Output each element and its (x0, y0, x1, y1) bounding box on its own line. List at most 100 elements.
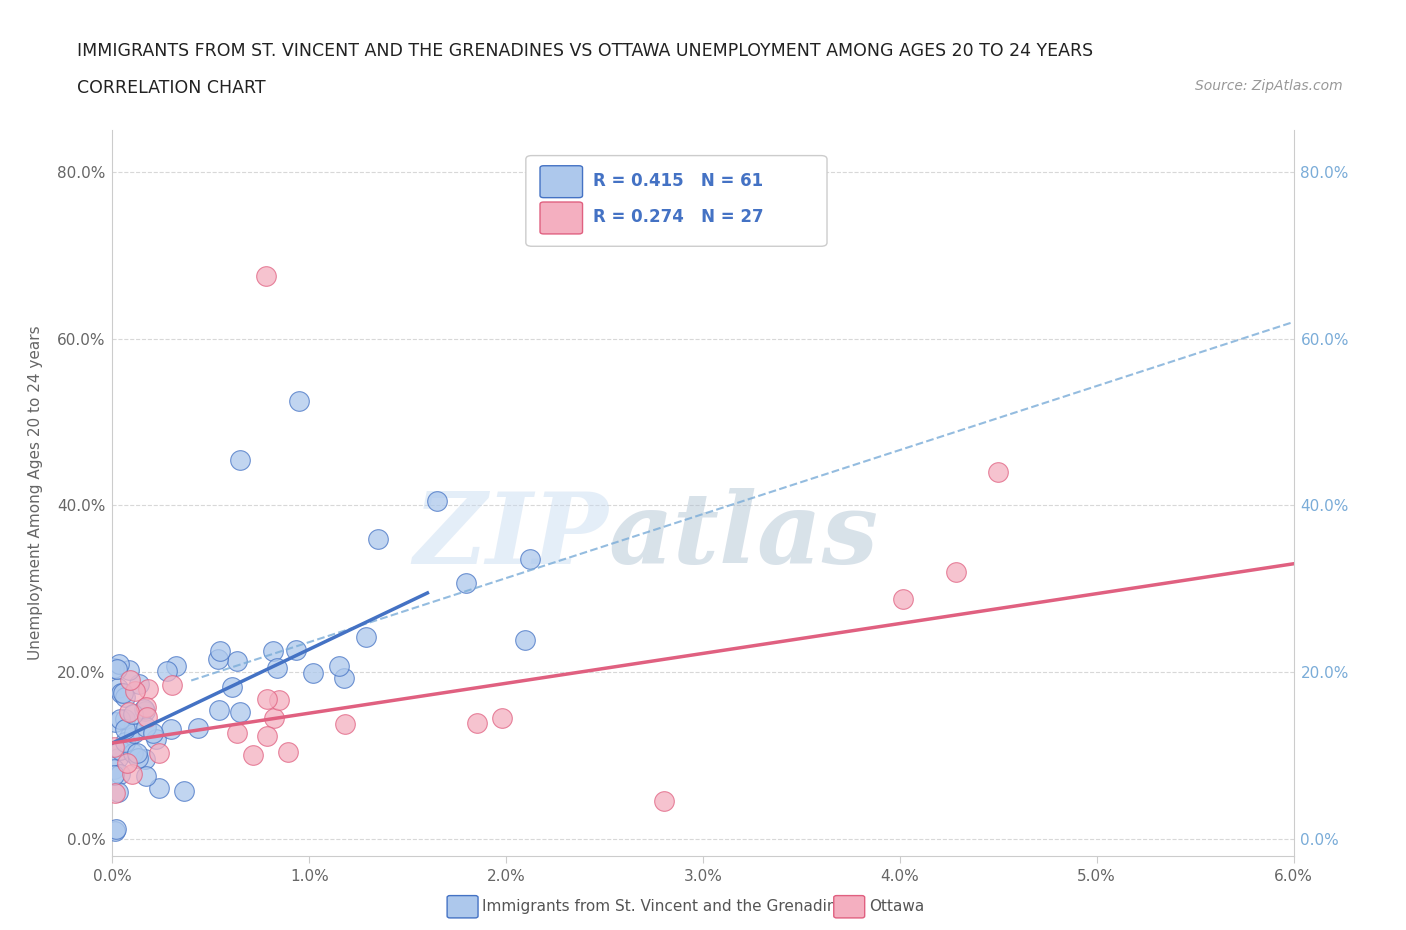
Point (209, 644, 232, 658)
Text: IMMIGRANTS FROM ST. VINCENT AND THE GRENADINES VS OTTAWA UNEMPLOYMENT AMONG AGES: IMMIGRANTS FROM ST. VINCENT AND THE GREN… (77, 42, 1094, 60)
Point (135, 699, 157, 714)
Point (465, 715, 488, 730)
Point (277, 745, 299, 760)
Point (207, 651, 229, 666)
Point (118, 730, 141, 745)
Point (103, 739, 125, 754)
Point (107, 784, 129, 799)
Point (108, 767, 131, 782)
Point (108, 743, 131, 758)
Point (426, 494, 449, 509)
Text: Ottawa: Ottawa (869, 899, 924, 914)
Point (225, 725, 247, 740)
Point (104, 823, 127, 838)
Point (120, 673, 142, 688)
Point (114, 722, 136, 737)
Point (103, 762, 125, 777)
Point (142, 725, 165, 740)
Point (114, 735, 136, 750)
Point (160, 722, 183, 737)
Point (125, 746, 148, 761)
Point (110, 711, 132, 726)
Point (135, 720, 157, 735)
Point (110, 685, 132, 700)
Point (186, 720, 208, 735)
Point (945, 565, 967, 579)
Text: R = 0.274   N = 27: R = 0.274 N = 27 (593, 208, 763, 226)
Y-axis label: Unemployment Among Ages 20 to 24 years: Unemployment Among Ages 20 to 24 years (28, 326, 44, 660)
Point (134, 702, 156, 717)
Point (104, 785, 127, 800)
FancyBboxPatch shape (540, 166, 582, 198)
Text: Immigrants from St. Vincent and the Grenadines: Immigrants from St. Vincent and the Gren… (482, 899, 855, 914)
Point (891, 591, 914, 606)
Point (107, 681, 129, 696)
Point (652, 794, 675, 809)
Point (302, 666, 325, 681)
Point (456, 576, 478, 591)
Point (254, 269, 277, 284)
Point (987, 465, 1010, 480)
Point (229, 452, 252, 467)
Point (262, 644, 284, 658)
Point (118, 704, 141, 719)
Point (134, 703, 156, 718)
Point (225, 654, 247, 669)
Point (221, 680, 243, 695)
Point (229, 704, 252, 719)
Point (108, 657, 131, 671)
Point (114, 689, 136, 704)
Point (148, 746, 170, 761)
Point (160, 677, 183, 692)
Point (145, 732, 167, 747)
Point (135, 710, 157, 724)
Point (256, 692, 278, 707)
Point (135, 769, 157, 784)
Point (267, 693, 290, 708)
Point (165, 658, 187, 673)
Point (117, 663, 139, 678)
Point (156, 663, 179, 678)
Point (208, 702, 231, 717)
Point (335, 717, 357, 732)
Point (328, 658, 350, 673)
Point (103, 660, 125, 675)
Point (112, 685, 135, 700)
Point (105, 821, 128, 836)
FancyBboxPatch shape (540, 202, 582, 234)
Point (122, 707, 145, 722)
Point (122, 726, 145, 741)
Point (115, 756, 138, 771)
Point (128, 676, 150, 691)
Point (127, 751, 149, 765)
Point (103, 767, 125, 782)
Point (173, 784, 195, 799)
Point (256, 728, 278, 743)
Point (107, 751, 129, 765)
Point (242, 747, 264, 762)
Text: ZIP: ZIP (413, 488, 609, 585)
Point (121, 766, 143, 781)
Point (266, 660, 288, 675)
Point (105, 662, 128, 677)
Text: atlas: atlas (609, 488, 879, 585)
Point (491, 711, 513, 725)
FancyBboxPatch shape (526, 155, 827, 246)
Text: R = 0.415   N = 61: R = 0.415 N = 61 (593, 172, 763, 190)
Point (263, 711, 285, 725)
Point (114, 711, 136, 726)
Text: Source: ZipAtlas.com: Source: ZipAtlas.com (1195, 79, 1343, 93)
Text: CORRELATION CHART: CORRELATION CHART (77, 79, 266, 97)
Point (333, 671, 356, 685)
Point (284, 643, 307, 658)
Point (288, 393, 311, 408)
Point (519, 551, 541, 566)
Point (134, 751, 156, 766)
Point (124, 684, 146, 698)
Point (104, 715, 127, 730)
Point (513, 632, 536, 647)
Point (121, 745, 143, 760)
Point (138, 682, 160, 697)
Point (367, 531, 389, 546)
Point (354, 629, 377, 644)
